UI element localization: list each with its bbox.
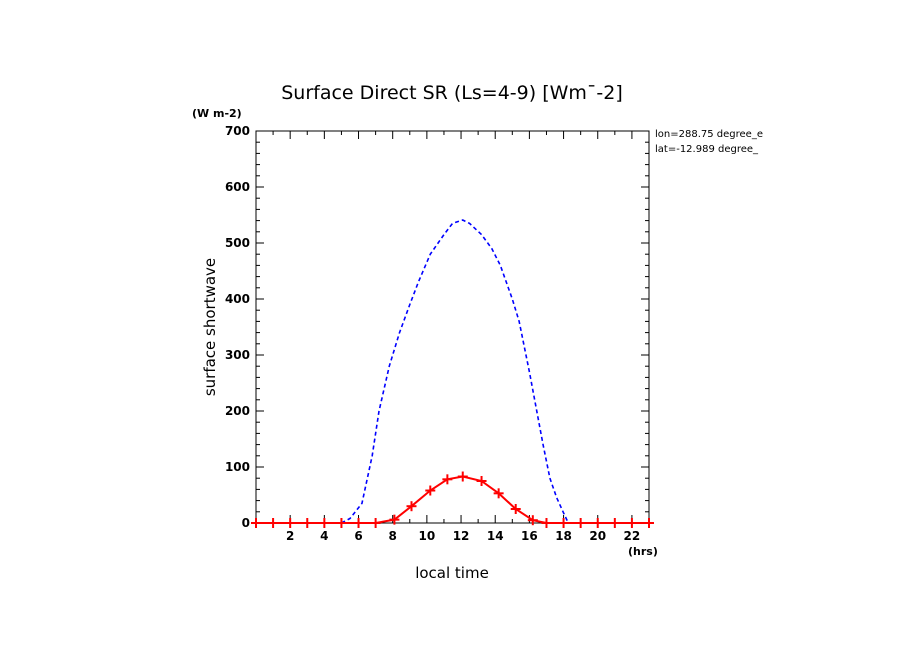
series-1-marker: [575, 518, 586, 528]
series-1-marker: [251, 518, 261, 528]
y-tick-label: 500: [225, 236, 250, 250]
x-tick-label: 12: [453, 529, 470, 543]
x-tick-label: 18: [555, 529, 572, 543]
series-1-marker: [268, 518, 279, 528]
x-unit-label: (hrs): [628, 545, 658, 558]
series-1-marker: [644, 518, 654, 528]
series-1-marker: [541, 518, 552, 528]
x-tick-label: 14: [487, 529, 504, 543]
x-axis-label: local time: [415, 564, 489, 582]
series-1-marker: [389, 514, 400, 525]
series-1-line: [256, 475, 649, 524]
series-0-line: [341, 219, 570, 524]
series-1-marker: [493, 488, 504, 499]
series-1-marker: [302, 518, 313, 528]
y-tick-label: 400: [225, 292, 250, 306]
series-1-marker: [457, 471, 468, 482]
series-1-marker: [510, 504, 521, 514]
axis-ticks: 0 100 200 300 400 500 600 700 2 4 6 8 10 12 14 16 18 20 22: [225, 124, 649, 543]
x-tick-label: 8: [389, 529, 397, 543]
x-tick-label: 20: [589, 529, 606, 543]
chart-title: Surface Direct SR (Ls=4-9) [Wm¯-2]: [281, 82, 623, 104]
series-1-marker: [558, 518, 569, 528]
series-group: [251, 219, 654, 528]
lon-annotation: lon=288.75 degree_e: [655, 129, 763, 140]
x-tick-label: 6: [354, 529, 362, 543]
y-tick-label: 100: [225, 460, 250, 474]
series-1-marker: [592, 518, 603, 528]
x-tick-label: 16: [521, 529, 538, 543]
y-axis-label: surface shortwave: [201, 258, 219, 396]
series-1-marker: [442, 474, 453, 485]
plot-frame: [255, 130, 650, 524]
series-1-marker: [609, 518, 620, 528]
x-tick-label: 10: [419, 529, 436, 543]
x-tick-label: 22: [624, 529, 641, 543]
y-tick-label: 0: [242, 516, 250, 530]
series-1-marker: [370, 518, 381, 528]
series-1-marker: [476, 476, 487, 486]
lat-annotation: lat=-12.989 degree_: [655, 144, 759, 155]
y-unit-label: (W m-2): [192, 107, 242, 120]
series-1-marker: [319, 518, 330, 528]
y-tick-label: 300: [225, 348, 250, 362]
series-1-marker: [406, 501, 417, 512]
series-1-marker: [285, 518, 296, 528]
y-tick-label: 700: [225, 124, 250, 138]
y-tick-label: 600: [225, 180, 250, 194]
series-1-marker: [353, 518, 364, 528]
series-1-marker: [527, 515, 538, 526]
y-tick-label: 200: [225, 404, 250, 418]
x-tick-label: 2: [286, 529, 294, 543]
x-tick-label: 4: [320, 529, 328, 543]
series-1-marker: [626, 518, 637, 528]
series-1-marker: [336, 518, 347, 528]
series-1-marker: [425, 485, 436, 496]
